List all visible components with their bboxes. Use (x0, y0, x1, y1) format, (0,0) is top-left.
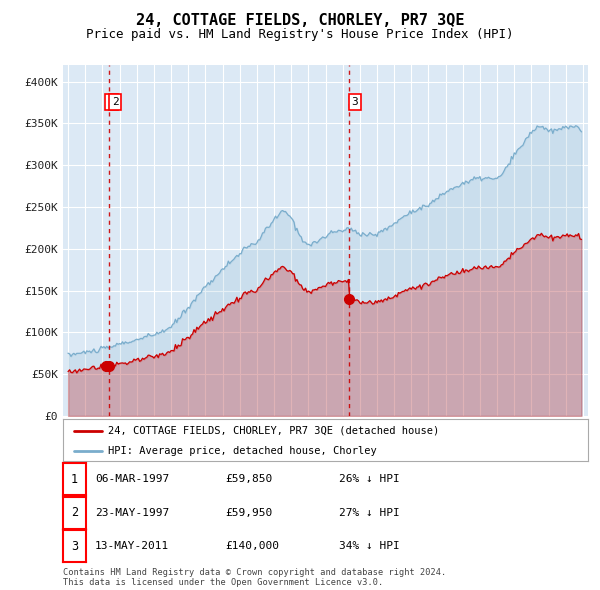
Text: 1: 1 (108, 97, 115, 107)
Text: 24, COTTAGE FIELDS, CHORLEY, PR7 3QE (detached house): 24, COTTAGE FIELDS, CHORLEY, PR7 3QE (de… (107, 426, 439, 436)
Text: 3: 3 (71, 540, 78, 553)
Text: 2: 2 (112, 97, 118, 107)
Text: 27% ↓ HPI: 27% ↓ HPI (339, 508, 400, 517)
Text: 26% ↓ HPI: 26% ↓ HPI (339, 474, 400, 484)
Text: 23-MAY-1997: 23-MAY-1997 (95, 508, 169, 517)
Text: 34% ↓ HPI: 34% ↓ HPI (339, 542, 400, 551)
Text: 06-MAR-1997: 06-MAR-1997 (95, 474, 169, 484)
Text: HPI: Average price, detached house, Chorley: HPI: Average price, detached house, Chor… (107, 446, 376, 455)
Text: 3: 3 (352, 97, 358, 107)
Text: 2: 2 (71, 506, 78, 519)
Text: 1: 1 (71, 473, 78, 486)
Text: 13-MAY-2011: 13-MAY-2011 (95, 542, 169, 551)
Text: £59,850: £59,850 (225, 474, 272, 484)
Text: Price paid vs. HM Land Registry's House Price Index (HPI): Price paid vs. HM Land Registry's House … (86, 28, 514, 41)
Text: Contains HM Land Registry data © Crown copyright and database right 2024.
This d: Contains HM Land Registry data © Crown c… (63, 568, 446, 587)
Text: £140,000: £140,000 (225, 542, 279, 551)
Text: 24, COTTAGE FIELDS, CHORLEY, PR7 3QE: 24, COTTAGE FIELDS, CHORLEY, PR7 3QE (136, 13, 464, 28)
Text: £59,950: £59,950 (225, 508, 272, 517)
